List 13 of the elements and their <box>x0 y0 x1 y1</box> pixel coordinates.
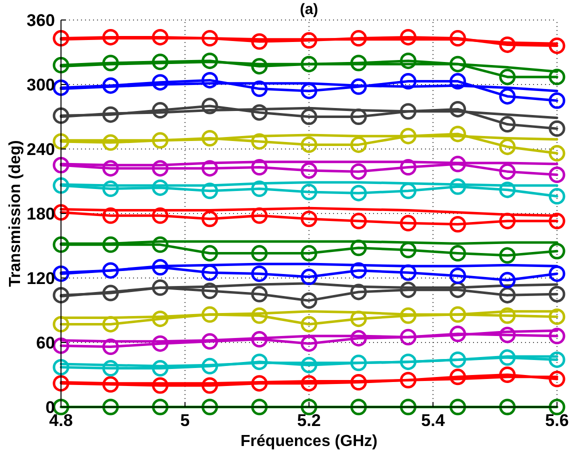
x-tick-label: 5 <box>180 411 190 430</box>
y-tick-label: 180 <box>26 204 55 224</box>
x-tick-label: 5.6 <box>545 411 569 430</box>
x-axis-title: Fréquences (GHz) <box>240 433 378 450</box>
y-tick-label: 60 <box>36 333 55 352</box>
y-tick-label: 120 <box>26 268 55 288</box>
y-tick-label: 300 <box>26 75 55 94</box>
x-tick-label: 5.4 <box>421 411 446 430</box>
y-axis-title: Transmission (deg) <box>7 140 24 287</box>
y-tick-label: 240 <box>26 140 55 159</box>
x-tick-label: 5.2 <box>297 411 321 430</box>
chart-title: (a) <box>300 1 318 18</box>
y-tick-label: 360 <box>26 10 55 30</box>
